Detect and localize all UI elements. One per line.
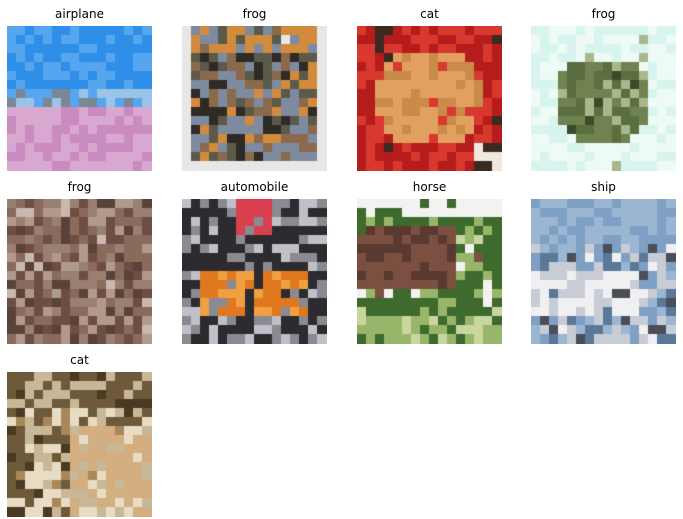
thumbnail-image (182, 26, 327, 171)
image-label: automobile (220, 180, 289, 194)
thumbnail-image (7, 199, 152, 344)
image-label: ship (591, 180, 616, 194)
image-label: cat (420, 7, 439, 21)
thumbnail-image (7, 372, 152, 517)
thumbnail-image (182, 199, 327, 344)
thumbnail-image (357, 26, 502, 171)
image-label: airplane (55, 7, 104, 21)
thumbnail-image (7, 26, 152, 171)
image-label: horse (412, 180, 447, 194)
thumbnail-image (357, 199, 502, 344)
image-label: frog (67, 180, 92, 194)
thumbnail-image (531, 199, 676, 344)
image-label: frog (242, 7, 267, 21)
thumbnail-image (531, 26, 676, 171)
image-label: frog (591, 7, 616, 21)
image-label: cat (70, 353, 89, 367)
